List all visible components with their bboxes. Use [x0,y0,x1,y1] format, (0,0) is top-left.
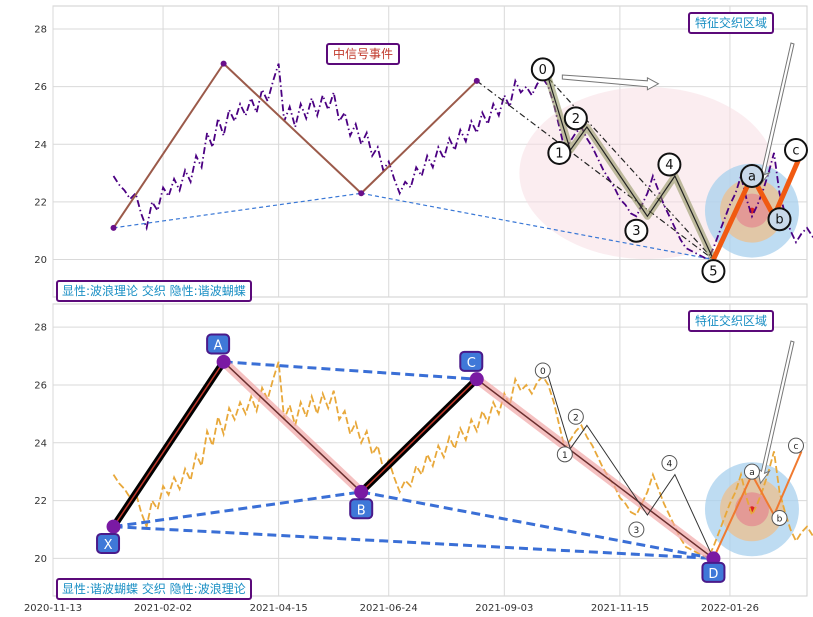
y-tick-label: 26 [34,380,47,391]
x-tick-label: 2020-11-13 [24,603,82,614]
pivot-dot [220,60,227,67]
top-region-badge: 特征交织区域 [688,12,775,34]
harmonic-dashed-line [361,192,714,261]
abc-label-circle [783,138,808,163]
small-wave-label: 1 [562,451,568,461]
wave-label-circle [530,57,555,82]
xabcd-label-box [459,350,484,372]
small-wave-label: 3 [634,526,640,536]
xabcd-label-box [206,333,231,355]
y-tick-label: 28 [34,323,47,334]
xabcd-impulse-core [112,361,225,528]
abc-label-circle [767,207,792,232]
small-wave-label-circle [661,455,678,472]
small-wave-label: 4 [667,460,673,470]
wave-dashdot-line [476,80,714,261]
small-wave-label-circle [771,509,788,526]
wave-label-circle [563,106,588,131]
xabcd-label-box [349,498,374,520]
xabcd-label-box [701,561,726,583]
price-series-line [112,361,813,560]
xabcd-label: X [104,538,113,553]
zone-arrow [756,340,795,485]
harmonic-leg [112,63,225,229]
xabcd-pivot [106,519,121,534]
small-wave-label: c [794,442,799,452]
xabcd-pivot [216,354,231,369]
small-wave-label-circle [787,437,804,454]
wave-label-circle [547,140,572,165]
wave-path [547,77,714,260]
xabcd-pivot [354,484,369,499]
signal-event-callout: 中信号事件 [326,43,401,65]
small-wave-label-circle [743,463,760,480]
xabcd-impulse-core [360,378,478,493]
xabcd-label: D [708,567,718,582]
x-tick-label: 2021-02-02 [134,603,192,614]
xabcd-dashed-line [360,490,714,560]
abc-label: b [775,213,783,228]
y-tick-label: 24 [34,140,47,151]
wave-label-circle [624,218,649,243]
callout-arrow [561,74,660,91]
bottom-region-badge: 特征交织区域 [688,310,775,332]
wave-label: 1 [555,146,563,161]
small-wave-label: 2 [573,413,579,423]
wave-label-circle [701,259,726,284]
wave-label: 2 [572,112,580,127]
xabcd-dashed-line [223,360,477,381]
bottom-corner-label: 显性:谐波蝴蝶 交织 隐性:波浪理论 [56,578,252,600]
small-wave-label: 0 [540,367,546,377]
y-tick-label: 24 [34,438,47,449]
x-tick-label: 2021-04-15 [250,603,308,614]
xabcd-label: C [467,356,476,371]
abc-correction-path [712,451,803,559]
harmonic-leg [222,62,362,195]
pivot-dot [110,224,117,231]
y-tick-label: 28 [34,25,47,36]
harmonic-leg [360,80,478,194]
wave-label: 0 [539,63,547,78]
x-tick-label: 2021-11-15 [591,603,649,614]
plot-area [52,303,808,597]
abc-label: c [792,144,799,159]
wave-label: 4 [665,158,673,173]
abc-label: a [748,169,756,184]
wave-label: 3 [632,224,640,239]
abc-label-circle [739,163,764,188]
small-wave-label-circle [534,362,551,379]
abc-correction-path [711,151,804,261]
y-tick-label: 22 [34,496,47,507]
x-tick-label: 2021-09-03 [475,603,533,614]
y-tick-label: 22 [34,197,47,208]
xabcd-label: A [214,338,223,353]
x-tick-label: 2021-06-24 [360,603,418,614]
wave-label: 5 [709,265,717,280]
xabcd-label-box [96,532,121,554]
small-wave-label-circle [556,446,573,463]
small-wave-label-circle [628,521,645,538]
xabcd-leg [223,361,362,493]
pivot-dot [473,77,480,84]
bottom-panel: 20 22 24 26 28 X A B C D 0 1 2 3 4 a b c [34,303,813,597]
xabcd-label: B [357,503,366,518]
y-tick-label: 20 [34,255,47,266]
y-tick-label: 20 [34,554,47,565]
xabcd-dashed-line [113,525,714,560]
small-wave-label-circle [567,408,584,425]
wave-label-circle [657,152,682,177]
top-corner-label: 显性:波浪理论 交织 隐性:谐波蝴蝶 [56,280,252,302]
x-tick-label: 2022-01-26 [701,603,759,614]
top-panel: 20 22 24 26 28 0 1 2 3 4 5 a b c [34,5,813,298]
small-wave-label: a [749,468,755,478]
xabcd-leg [476,378,714,560]
pivot-dot [358,190,365,197]
y-tick-label: 26 [34,82,47,93]
xabcd-pivot [469,372,484,387]
wave-path [547,376,714,559]
small-wave-label: b [777,514,783,524]
